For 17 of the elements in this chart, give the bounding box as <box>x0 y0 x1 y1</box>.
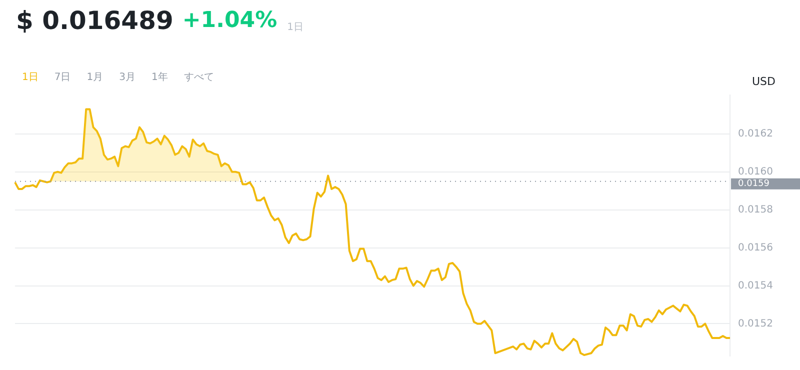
text: すべて <box>184 71 214 84</box>
ref-line-label: 0.0159 <box>738 179 770 190</box>
y-tick-label: 0.0158 <box>738 204 773 216</box>
y-tick-label: 0.0152 <box>738 318 773 330</box>
text: 1日 <box>22 71 38 84</box>
chart-title: $ 0.016489 <box>16 6 174 35</box>
y-axis-title: USD <box>752 75 776 88</box>
text: 1月 <box>86 71 104 84</box>
text: 1日 <box>287 21 304 34</box>
chart-subtitle: +1.04% <box>182 8 278 33</box>
text: 3月 <box>119 71 136 84</box>
y-tick-label: 0.0162 <box>738 128 773 140</box>
y-tick-label: 0.0154 <box>738 280 773 292</box>
y-tick-label: 0.0160 <box>738 166 773 178</box>
text: 1年 <box>152 71 168 84</box>
text: 7日 <box>54 71 71 84</box>
y-tick-label: 0.0156 <box>738 242 773 254</box>
